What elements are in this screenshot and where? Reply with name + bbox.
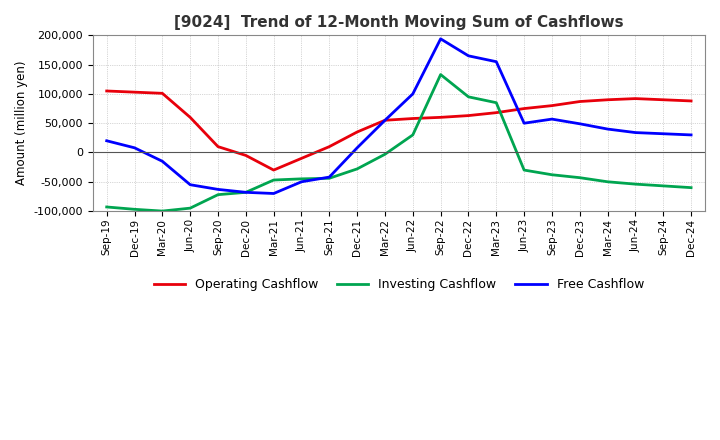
Free Cashflow — [186, 182, 194, 187]
Operating Cashflow — [603, 97, 612, 103]
Free Cashflow — [241, 190, 250, 195]
Investing Cashflow — [631, 181, 640, 187]
Operating Cashflow — [102, 88, 111, 94]
Operating Cashflow — [408, 116, 417, 121]
Investing Cashflow — [353, 166, 361, 172]
Investing Cashflow — [548, 172, 557, 177]
Free Cashflow — [520, 121, 528, 126]
Investing Cashflow — [102, 204, 111, 209]
Free Cashflow — [158, 159, 166, 164]
Title: [9024]  Trend of 12-Month Moving Sum of Cashflows: [9024] Trend of 12-Month Moving Sum of C… — [174, 15, 624, 30]
Legend: Operating Cashflow, Investing Cashflow, Free Cashflow: Operating Cashflow, Investing Cashflow, … — [149, 273, 649, 296]
Free Cashflow — [548, 117, 557, 122]
Investing Cashflow — [269, 177, 278, 183]
Free Cashflow — [130, 145, 139, 150]
Operating Cashflow — [241, 153, 250, 158]
Operating Cashflow — [158, 91, 166, 96]
Operating Cashflow — [436, 115, 445, 120]
Free Cashflow — [381, 117, 390, 123]
Investing Cashflow — [186, 205, 194, 211]
Free Cashflow — [408, 91, 417, 96]
Operating Cashflow — [381, 117, 390, 123]
Investing Cashflow — [575, 175, 584, 180]
Operating Cashflow — [214, 144, 222, 149]
Investing Cashflow — [130, 207, 139, 212]
Free Cashflow — [102, 138, 111, 143]
Operating Cashflow — [659, 97, 667, 103]
Operating Cashflow — [687, 98, 696, 103]
Investing Cashflow — [241, 190, 250, 195]
Free Cashflow — [325, 174, 333, 180]
Investing Cashflow — [520, 168, 528, 173]
Investing Cashflow — [158, 209, 166, 214]
Operating Cashflow — [631, 96, 640, 101]
Investing Cashflow — [603, 179, 612, 184]
Operating Cashflow — [353, 129, 361, 135]
Free Cashflow — [631, 130, 640, 135]
Free Cashflow — [269, 191, 278, 196]
Y-axis label: Amount (million yen): Amount (million yen) — [15, 61, 28, 185]
Operating Cashflow — [464, 113, 473, 118]
Line: Operating Cashflow: Operating Cashflow — [107, 91, 691, 170]
Free Cashflow — [297, 179, 306, 184]
Operating Cashflow — [325, 144, 333, 149]
Free Cashflow — [603, 126, 612, 132]
Operating Cashflow — [297, 156, 306, 161]
Investing Cashflow — [381, 152, 390, 157]
Free Cashflow — [492, 59, 500, 64]
Line: Investing Cashflow: Investing Cashflow — [107, 75, 691, 211]
Investing Cashflow — [687, 185, 696, 190]
Free Cashflow — [687, 132, 696, 138]
Operating Cashflow — [269, 168, 278, 173]
Operating Cashflow — [575, 99, 584, 104]
Free Cashflow — [659, 131, 667, 136]
Investing Cashflow — [492, 100, 500, 105]
Investing Cashflow — [214, 192, 222, 197]
Investing Cashflow — [464, 94, 473, 99]
Investing Cashflow — [297, 176, 306, 181]
Free Cashflow — [575, 121, 584, 126]
Investing Cashflow — [408, 132, 417, 138]
Investing Cashflow — [436, 72, 445, 77]
Operating Cashflow — [130, 89, 139, 95]
Investing Cashflow — [325, 176, 333, 181]
Operating Cashflow — [492, 110, 500, 115]
Free Cashflow — [353, 145, 361, 150]
Free Cashflow — [436, 36, 445, 41]
Operating Cashflow — [548, 103, 557, 108]
Free Cashflow — [214, 187, 222, 192]
Operating Cashflow — [520, 106, 528, 111]
Free Cashflow — [464, 53, 473, 59]
Investing Cashflow — [659, 183, 667, 188]
Operating Cashflow — [186, 115, 194, 120]
Line: Free Cashflow: Free Cashflow — [107, 39, 691, 194]
